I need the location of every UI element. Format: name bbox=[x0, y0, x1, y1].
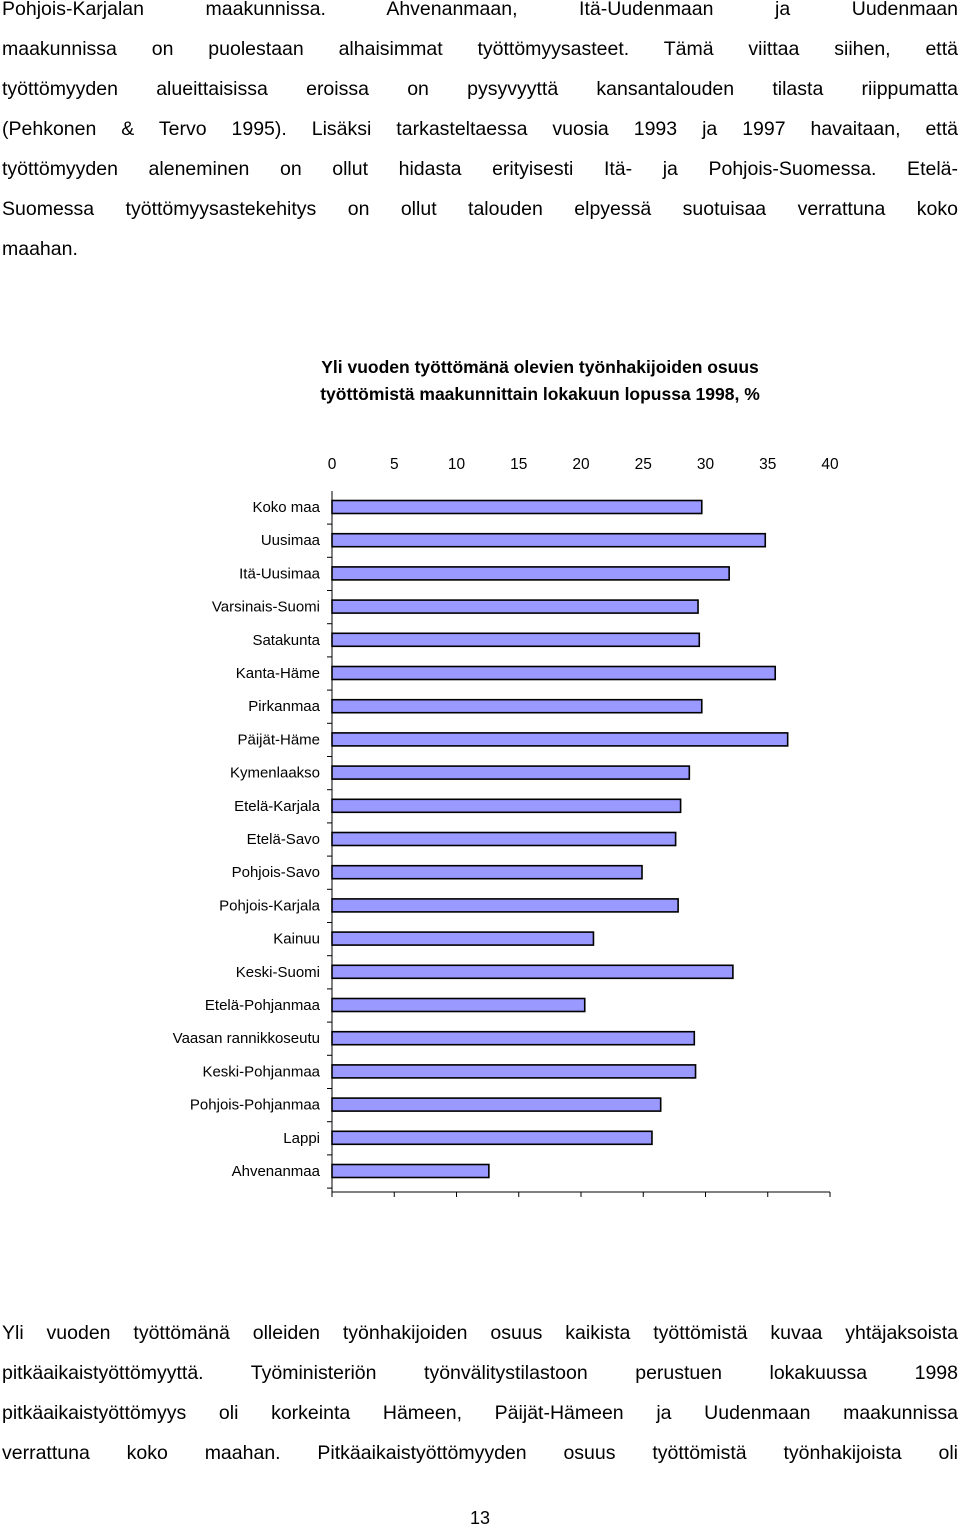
bar bbox=[331, 864, 643, 880]
x-tick-label: 15 bbox=[510, 456, 527, 473]
category-label: Koko maa bbox=[252, 499, 320, 516]
x-tick-label: 35 bbox=[759, 456, 776, 473]
bar-chart: 0 5 10 15 20 25 30 35 40 Koko maa Uusimaa Itä-Uusim… bbox=[173, 456, 839, 1197]
x-tick-label: 10 bbox=[448, 456, 466, 473]
category-label: Kymenlaakso bbox=[230, 765, 320, 782]
category-label: Keski-Suomi bbox=[236, 964, 320, 981]
x-tick-label: 0 bbox=[328, 456, 337, 473]
bar bbox=[331, 499, 703, 515]
bar bbox=[331, 532, 767, 548]
bar bbox=[331, 1030, 696, 1046]
category-label: Kanta-Häme bbox=[236, 665, 320, 682]
bar bbox=[331, 798, 682, 814]
paragraph-line: Suomessa työttömyysastekehitys on ollut … bbox=[2, 198, 958, 220]
chart-title-line: työttömistä maakunnittain lokakuun lopus… bbox=[320, 384, 760, 404]
paragraph-line: maahan. bbox=[2, 238, 78, 260]
top-paragraph: Pohjois-Karjalan maakunnissa. Ahvenanmaa… bbox=[2, 0, 958, 269]
bar bbox=[331, 665, 777, 681]
x-tick-label: 40 bbox=[821, 456, 839, 473]
paragraph-line: pitkäaikaistyöttömyys oli korkeinta Häme… bbox=[2, 1402, 958, 1424]
bottom-paragraph: Yli vuoden työttömänä olleiden työnhakij… bbox=[2, 1313, 958, 1473]
bar bbox=[331, 1064, 697, 1079]
x-tick-label: 20 bbox=[572, 456, 590, 473]
category-label: Pohjois-Pohjanmaa bbox=[190, 1097, 321, 1114]
paragraph-line: pitkäaikaistyöttömyyttä. Työministeriön … bbox=[2, 1362, 958, 1384]
bar bbox=[331, 831, 677, 847]
category-label: Etelä-Karjala bbox=[234, 798, 321, 815]
paragraph-line: työttömyyden alueittaisissa eroissa on p… bbox=[2, 78, 958, 100]
category-label: Varsinais-Suomi bbox=[212, 599, 320, 616]
category-label: Pohjois-Karjala bbox=[219, 897, 321, 914]
paragraph-line: verrattuna koko maahan. Pitkäaikaistyött… bbox=[2, 1442, 958, 1464]
bar bbox=[331, 1163, 490, 1179]
category-label: Pohjois-Savo bbox=[232, 864, 320, 881]
category-label: Vaasan rannikkoseutu bbox=[173, 1030, 320, 1047]
paragraph-line: Yli vuoden työttömänä olleiden työnhakij… bbox=[2, 1322, 958, 1344]
category-label: Ahvenanmaa bbox=[232, 1163, 321, 1180]
x-tick-label: 25 bbox=[635, 456, 652, 473]
category-label: Etelä-Savo bbox=[247, 831, 320, 848]
bar bbox=[331, 997, 586, 1013]
category-label: Keski-Pohjanmaa bbox=[202, 1063, 320, 1080]
category-label: Etelä-Pohjanmaa bbox=[205, 997, 321, 1014]
bar bbox=[331, 964, 734, 980]
category-label: Lappi bbox=[283, 1130, 320, 1147]
category-label: Pirkanmaa bbox=[248, 698, 320, 715]
bar bbox=[331, 632, 701, 648]
paragraph-line: Pohjois-Karjalan maakunnissa. Ahvenanmaa… bbox=[2, 0, 958, 20]
category-label: Kainuu bbox=[273, 931, 320, 948]
bar bbox=[331, 765, 691, 780]
x-tick-label: 30 bbox=[697, 456, 715, 473]
category-label: Itä-Uusimaa bbox=[239, 565, 321, 582]
bar bbox=[331, 732, 789, 747]
chart-title-line: Yli vuoden työttömänä olevien työnhakijo… bbox=[321, 357, 759, 377]
x-tick-label: 5 bbox=[390, 456, 399, 473]
bar bbox=[331, 898, 679, 913]
category-label: Satakunta bbox=[252, 632, 320, 649]
page-number: 13 bbox=[469, 1508, 491, 1528]
bar bbox=[331, 1130, 653, 1146]
bar bbox=[331, 931, 595, 946]
bar bbox=[331, 698, 703, 714]
paragraph-line: työttömyyden aleneminen on ollut hidasta… bbox=[2, 158, 958, 180]
bar bbox=[331, 1097, 662, 1112]
bar bbox=[331, 599, 699, 614]
bar bbox=[331, 566, 730, 581]
paragraph-line: maakunnissa on puolestaan alhaisimmat ty… bbox=[2, 38, 958, 60]
paragraph-line: (Pehkonen & Tervo 1995). Lisäksi tarkast… bbox=[2, 118, 958, 140]
chart-title: Yli vuoden työttömänä olevien työnhakijo… bbox=[150, 354, 930, 408]
category-label: Päijät-Häme bbox=[237, 731, 320, 748]
category-label: Uusimaa bbox=[261, 532, 321, 549]
